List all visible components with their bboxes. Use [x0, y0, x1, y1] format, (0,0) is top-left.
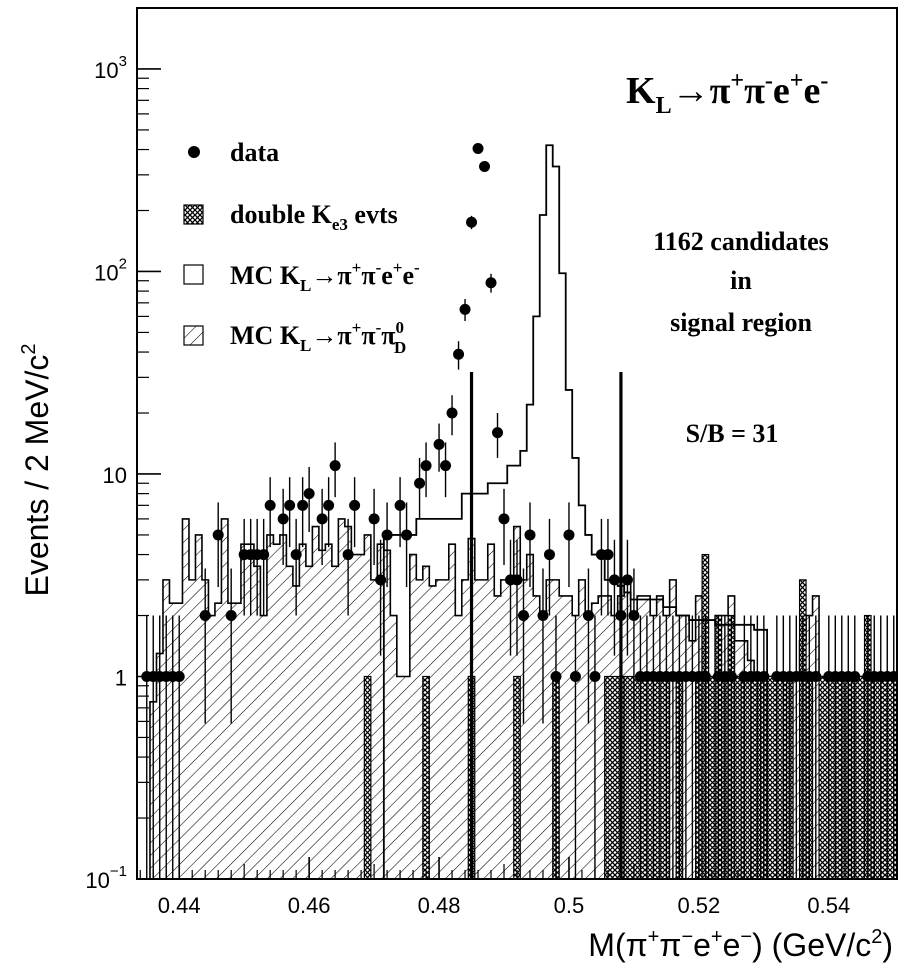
data-point — [582, 610, 594, 622]
y-tick-label: 103 — [94, 53, 127, 83]
data-point — [621, 574, 633, 586]
y-axis-label: Events / 2 MeV/c2 — [18, 344, 55, 597]
x-tick-label: 0.54 — [807, 893, 850, 918]
x-tick-label: 0.48 — [418, 893, 461, 918]
data-point — [284, 499, 296, 511]
data-point — [498, 513, 510, 525]
process-label: KL→π+π-e+e- — [626, 68, 828, 119]
data-point — [485, 277, 497, 289]
y-tick-label: 1 — [115, 665, 127, 690]
hist-bar-double-ke3 — [422, 675, 430, 879]
data-point — [537, 610, 549, 622]
data-point — [349, 499, 361, 511]
data-point — [492, 427, 504, 439]
data-point — [440, 460, 452, 472]
legend-marker-mc-pi0d — [183, 325, 204, 346]
sb-ratio-label: S/B = 31 — [686, 419, 779, 448]
data-point — [303, 488, 315, 500]
data-point — [550, 670, 562, 682]
data-point — [212, 529, 224, 541]
data-point — [342, 549, 354, 561]
x-tick-label: 0.44 — [158, 893, 201, 918]
data-point — [199, 610, 211, 622]
legend-marker-double-ke3 — [183, 204, 204, 225]
x-tick-label: 0.52 — [677, 893, 720, 918]
data-point — [602, 549, 614, 561]
data-point — [401, 529, 413, 541]
data-point — [323, 499, 335, 511]
data-point — [368, 513, 380, 525]
data-point — [290, 549, 302, 561]
legend-label-double-ke3: double Ke3 evts — [230, 200, 398, 234]
data-point — [316, 513, 328, 525]
data-point — [524, 529, 536, 541]
legend-label-mc-pi0d: MC KL→π+π-π0 D — [230, 318, 406, 357]
data-point — [381, 529, 393, 541]
hist-bar-double-ke3 — [363, 675, 372, 879]
hist-bar-double-ke3 — [734, 675, 742, 879]
y-tick-label: 10−1 — [85, 863, 127, 893]
data-point — [258, 549, 270, 561]
data-point — [433, 438, 445, 450]
data-point — [472, 142, 484, 154]
data-point — [589, 670, 601, 682]
data-point — [479, 160, 491, 172]
hist-bar-double-ke3 — [708, 675, 716, 879]
data-point — [446, 407, 458, 419]
data-point — [849, 670, 861, 682]
data-point — [758, 670, 770, 682]
x-tick-label: 0.5 — [554, 893, 585, 918]
candidates-line-2: in — [730, 266, 752, 295]
legend-label-data: data — [230, 138, 279, 167]
hist-bar-double-ke3 — [513, 675, 521, 879]
data-point — [394, 499, 406, 511]
y-tick-label: 10 — [103, 463, 127, 488]
data-point — [608, 574, 620, 586]
data-point — [466, 216, 478, 228]
data-point — [420, 460, 432, 472]
data-point — [628, 610, 640, 622]
hist-bar-double-ke3 — [850, 675, 866, 879]
data-point — [563, 529, 575, 541]
data-point — [225, 610, 237, 622]
y-tick-label: 102 — [94, 255, 127, 285]
data-point — [329, 460, 341, 472]
legend-marker-mc-ee — [183, 264, 204, 285]
x-axis-label: M(π+π−e+e−) (GeV/c2) — [588, 926, 893, 963]
data-point — [810, 670, 822, 682]
data-point — [453, 348, 465, 360]
hist-mc-pi-pi-e-e — [382, 144, 768, 879]
axes-layer: 0.44 0.46 0.48 0.5 0.52 0.54 10−1 1 10 102 103 — [85, 53, 895, 918]
data-point — [615, 610, 627, 622]
legend: data double Ke3 evts MC KL→π+π-e+e- MC K… — [183, 138, 420, 357]
data-point — [517, 610, 529, 622]
data-point — [375, 574, 387, 586]
data-point — [569, 670, 581, 682]
data-point — [264, 499, 276, 511]
legend-marker-data — [188, 146, 200, 158]
candidates-line-1: 1162 candidates — [653, 227, 829, 256]
data-point — [414, 477, 426, 489]
data-point — [699, 670, 711, 682]
data-point — [511, 574, 523, 586]
data-point — [297, 499, 309, 511]
legend-label-mc-ee: MC KL→π+π-e+e- — [230, 258, 420, 295]
data-point — [888, 670, 897, 682]
candidates-line-3: signal region — [670, 308, 812, 337]
data-point — [459, 303, 471, 315]
x-tick-label: 0.46 — [288, 893, 331, 918]
data-point — [543, 549, 555, 561]
data-point — [725, 670, 737, 682]
data-point — [277, 513, 289, 525]
data-point — [173, 670, 185, 682]
data-points-layer — [141, 142, 897, 879]
